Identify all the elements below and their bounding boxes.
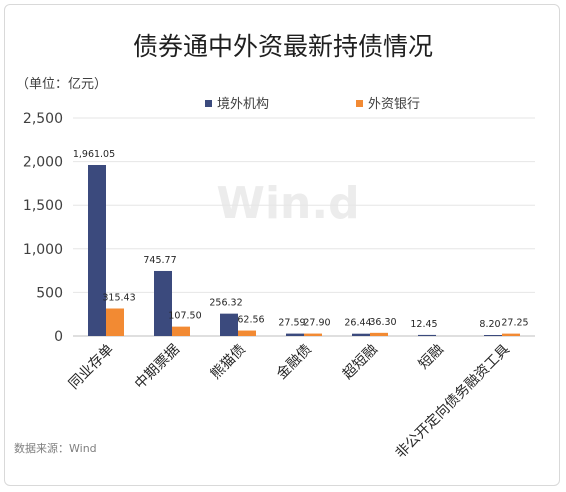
category-label-2: 熊猫债: [208, 342, 249, 383]
data-label-foreign-bank-4: 36.30: [369, 317, 396, 328]
bar-foreign-bank-3: [304, 333, 322, 336]
bars: [88, 164, 520, 336]
data-label-foreign-bank-0: 315.43: [102, 292, 135, 303]
bar-overseas-2: [220, 313, 238, 336]
bar-foreign-bank-1: [172, 326, 190, 336]
category-label-0: 同业存单: [66, 342, 117, 393]
y-tick-label-2000: 2,000: [23, 155, 63, 171]
y-tick-label-2500: 2,500: [23, 111, 63, 127]
data-label-overseas-1: 745.77: [143, 255, 176, 266]
legend-swatch-foreign-banks: [356, 100, 363, 107]
bar-foreign-bank-2: [238, 330, 256, 336]
bar-overseas-3: [286, 333, 304, 336]
data-label-overseas-4: 26.44: [344, 318, 371, 329]
y-tick-label-0: 0: [54, 329, 63, 345]
legend: 境外机构 外资银行: [205, 97, 420, 112]
unit-note: （单位：亿元）: [16, 77, 107, 92]
bar-overseas-6: [484, 335, 502, 336]
data-labels: 1,961.05 315.43 745.77 107.50 256.32 62.56 27.…: [73, 149, 529, 330]
category-label-1: 中期票据: [132, 342, 183, 393]
category-label-4: 超短融: [340, 342, 381, 383]
y-tick-label-1000: 1,000: [23, 242, 63, 258]
legend-label-overseas: 境外机构: [217, 97, 269, 112]
bar-overseas-5: [418, 334, 436, 336]
y-tick-label-500: 500: [36, 285, 63, 301]
data-label-overseas-0: 1,961.05: [73, 149, 115, 160]
data-label-foreign-bank-2: 62.56: [237, 315, 264, 326]
data-label-foreign-bank-1: 107.50: [168, 311, 201, 322]
data-label-overseas-2: 256.32: [209, 298, 242, 309]
bar-overseas-4: [352, 333, 370, 336]
source-note: 数据来源：Wind: [14, 441, 97, 455]
data-label-overseas-5: 12.45: [410, 319, 437, 330]
gridlines: [73, 117, 535, 337]
bar-foreign-bank-0: [106, 308, 124, 336]
category-label-3: 金融债: [274, 342, 315, 383]
y-tick-label-1500: 1,500: [23, 198, 63, 214]
category-label-6: 非公开定向债务融资工具: [393, 342, 513, 462]
bar-overseas-0: [88, 164, 106, 336]
watermark: Win.d: [216, 178, 359, 229]
bar-foreign-bank-4: [370, 332, 388, 336]
data-label-overseas-6: 8.20: [479, 319, 500, 330]
data-label-foreign-bank-6: 27.25: [501, 318, 528, 329]
category-label-5: 短融: [416, 342, 447, 373]
chart-title: 债券通中外资最新持债情况: [133, 32, 433, 61]
data-label-overseas-3: 27.59: [278, 318, 305, 329]
legend-label-foreign-banks: 外资银行: [368, 97, 420, 112]
bar-foreign-bank-6: [502, 333, 520, 336]
bar-overseas-1: [154, 270, 172, 336]
legend-swatch-overseas: [205, 100, 212, 107]
data-label-foreign-bank-3: 27.90: [303, 318, 330, 329]
y-axis-ticks: 0 500 1,000 1,500 2,000 2,500: [23, 111, 63, 345]
